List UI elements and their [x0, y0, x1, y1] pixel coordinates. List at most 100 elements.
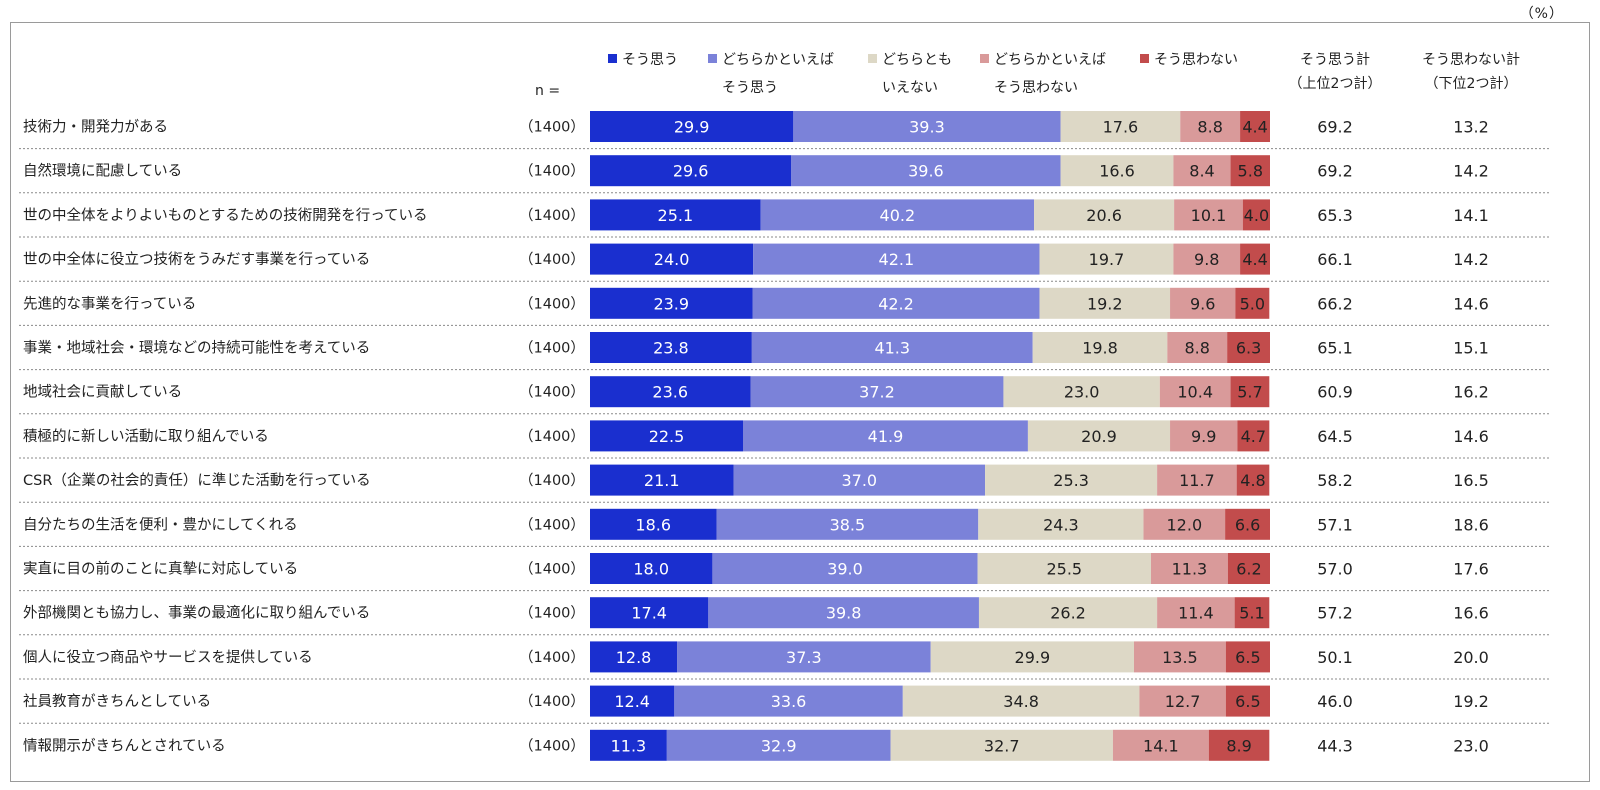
- n-label: （1400）: [519, 605, 585, 622]
- top2-total-value: 66.1: [1317, 250, 1353, 269]
- bar-segment: [1180, 111, 1241, 142]
- bar-value-label: 12.4: [614, 692, 650, 711]
- bar-segment: [752, 287, 1040, 319]
- bottom2-header-line1: そう思わない計: [1422, 52, 1520, 68]
- bar-value-label: 23.8: [653, 339, 689, 358]
- bar-segment: [1230, 155, 1270, 187]
- n-label: （1400）: [519, 384, 585, 401]
- bar-segment: [930, 641, 1134, 673]
- bar-segment: [1227, 332, 1270, 363]
- top2-header-line2: （上位2つ計）: [1288, 76, 1382, 92]
- bar-value-label: 19.8: [1082, 339, 1118, 358]
- stacked-bar-chart: 技術力・開発力がある （1400） 29.9 39.3 17.6 8.8 4.4 69.2 13…: [19, 111, 1551, 761]
- bar-value-label: 26.2: [1050, 604, 1086, 623]
- top2-total-value: 57.2: [1317, 604, 1353, 623]
- category-label: 地域社会に貢献している: [23, 384, 182, 401]
- bar-value-label: 5.1: [1239, 604, 1264, 623]
- bottom2-header: そう思わない計 （下位2つ計）: [1406, 48, 1536, 96]
- bar-value-label: 18.0: [633, 560, 669, 579]
- bar-value-label: 13.5: [1162, 648, 1198, 667]
- bar-value-label: 41.9: [868, 427, 904, 446]
- bar-segment: [590, 376, 751, 408]
- bottom2-total-value: 19.2: [1453, 692, 1489, 711]
- n-label: （1400）: [519, 516, 585, 533]
- bar-value-label: 4.8: [1240, 471, 1265, 490]
- legend-item-5: そう思わない: [1140, 48, 1238, 73]
- bar-segment: [1235, 287, 1270, 319]
- bar-segment: [978, 508, 1144, 540]
- legend-item-3: どちらとも: [868, 48, 952, 73]
- bar-segment: [590, 243, 754, 275]
- bar-segment: [1039, 287, 1171, 319]
- bar-value-label: 25.3: [1053, 471, 1089, 490]
- legend-item-1: そう思う: [608, 48, 678, 73]
- bar-segment: [712, 553, 978, 584]
- top2-total-value: 57.0: [1317, 560, 1353, 579]
- bar-value-label: 29.9: [674, 118, 710, 137]
- category-label: 自分たちの生活を便利・豊かにしてくれる: [23, 516, 298, 533]
- unit-label: （%）: [1519, 6, 1564, 22]
- bottom2-total-value: 14.6: [1453, 427, 1489, 446]
- top2-total-value: 64.5: [1317, 427, 1353, 446]
- category-label: 実直に目の前のことに真摯に対応している: [23, 560, 298, 578]
- bottom2-total-value: 14.6: [1453, 294, 1489, 313]
- n-label: （1400）: [519, 428, 585, 445]
- bottom2-total-value: 23.0: [1453, 736, 1489, 755]
- top2-header-line1: そう思う計: [1300, 52, 1370, 68]
- bar-segment: [1225, 685, 1270, 717]
- bar-segment: [1027, 420, 1171, 452]
- legend-label-2-line2: そう思う: [722, 80, 778, 96]
- n-label: （1400）: [519, 163, 585, 180]
- bar-segment: [590, 332, 752, 363]
- bar-segment: [791, 155, 1061, 187]
- bar-segment: [1225, 641, 1270, 673]
- bar-segment: [1236, 464, 1270, 496]
- n-label: （1400）: [519, 649, 585, 666]
- bar-segment: [890, 729, 1113, 761]
- bar-segment: [1060, 155, 1174, 187]
- bar-value-label: 21.1: [644, 471, 680, 490]
- bar-value-label: 39.6: [908, 162, 944, 181]
- bottom2-total-value: 15.1: [1453, 339, 1489, 358]
- bar-segment: [1237, 420, 1270, 452]
- bar-value-label: 19.2: [1087, 294, 1123, 313]
- bar-value-label: 24.3: [1043, 515, 1079, 534]
- bar-value-label: 17.6: [1103, 118, 1139, 137]
- n-label: （1400）: [519, 295, 585, 312]
- bar-value-label: 17.4: [631, 604, 667, 623]
- bar-value-label: 11.3: [611, 736, 647, 755]
- bar-value-label: 8.9: [1226, 736, 1251, 755]
- legend-item-2: どちらかといえば: [708, 48, 834, 73]
- bar-segment: [1112, 729, 1209, 761]
- bar-value-label: 12.0: [1167, 515, 1203, 534]
- bar-value-label: 19.7: [1089, 250, 1125, 269]
- bar-value-label: 41.3: [874, 339, 910, 358]
- bottom2-total-value: 14.2: [1453, 250, 1489, 269]
- legend-label-3: どちらとも: [882, 52, 952, 68]
- bar-value-label: 20.6: [1086, 206, 1122, 225]
- bar-value-label: 6.5: [1235, 648, 1260, 667]
- category-label: 外部機関とも協力し、事業の最適化に取り組んでいる: [23, 604, 370, 622]
- category-label: 事業・地域社会・環境などの持続可能性を考えている: [23, 339, 370, 357]
- bar-segment: [1234, 597, 1270, 629]
- bottom2-total-value: 20.0: [1453, 648, 1489, 667]
- top2-total-value: 50.1: [1317, 648, 1353, 667]
- bar-segment: [1139, 685, 1226, 717]
- n-label: （1400）: [519, 340, 585, 357]
- category-label: 個人に役立つ商品やサービスを提供している: [23, 649, 313, 666]
- bar-value-label: 32.9: [761, 736, 797, 755]
- bar-segment: [590, 685, 675, 717]
- bar-segment: [1230, 376, 1270, 408]
- bar-value-label: 4.0: [1244, 206, 1269, 225]
- bar-segment: [793, 111, 1061, 142]
- bar-segment: [590, 420, 743, 452]
- bar-value-label: 25.5: [1046, 560, 1082, 579]
- top2-total-value: 66.2: [1317, 294, 1353, 313]
- bar-value-label: 9.9: [1191, 427, 1216, 446]
- bar-value-label: 6.3: [1236, 339, 1261, 358]
- top2-total-value: 69.2: [1317, 162, 1353, 181]
- bar-value-label: 29.9: [1015, 648, 1051, 667]
- bar-segment: [1173, 155, 1231, 187]
- bar-value-label: 12.8: [616, 648, 652, 667]
- bar-value-label: 33.6: [771, 692, 807, 711]
